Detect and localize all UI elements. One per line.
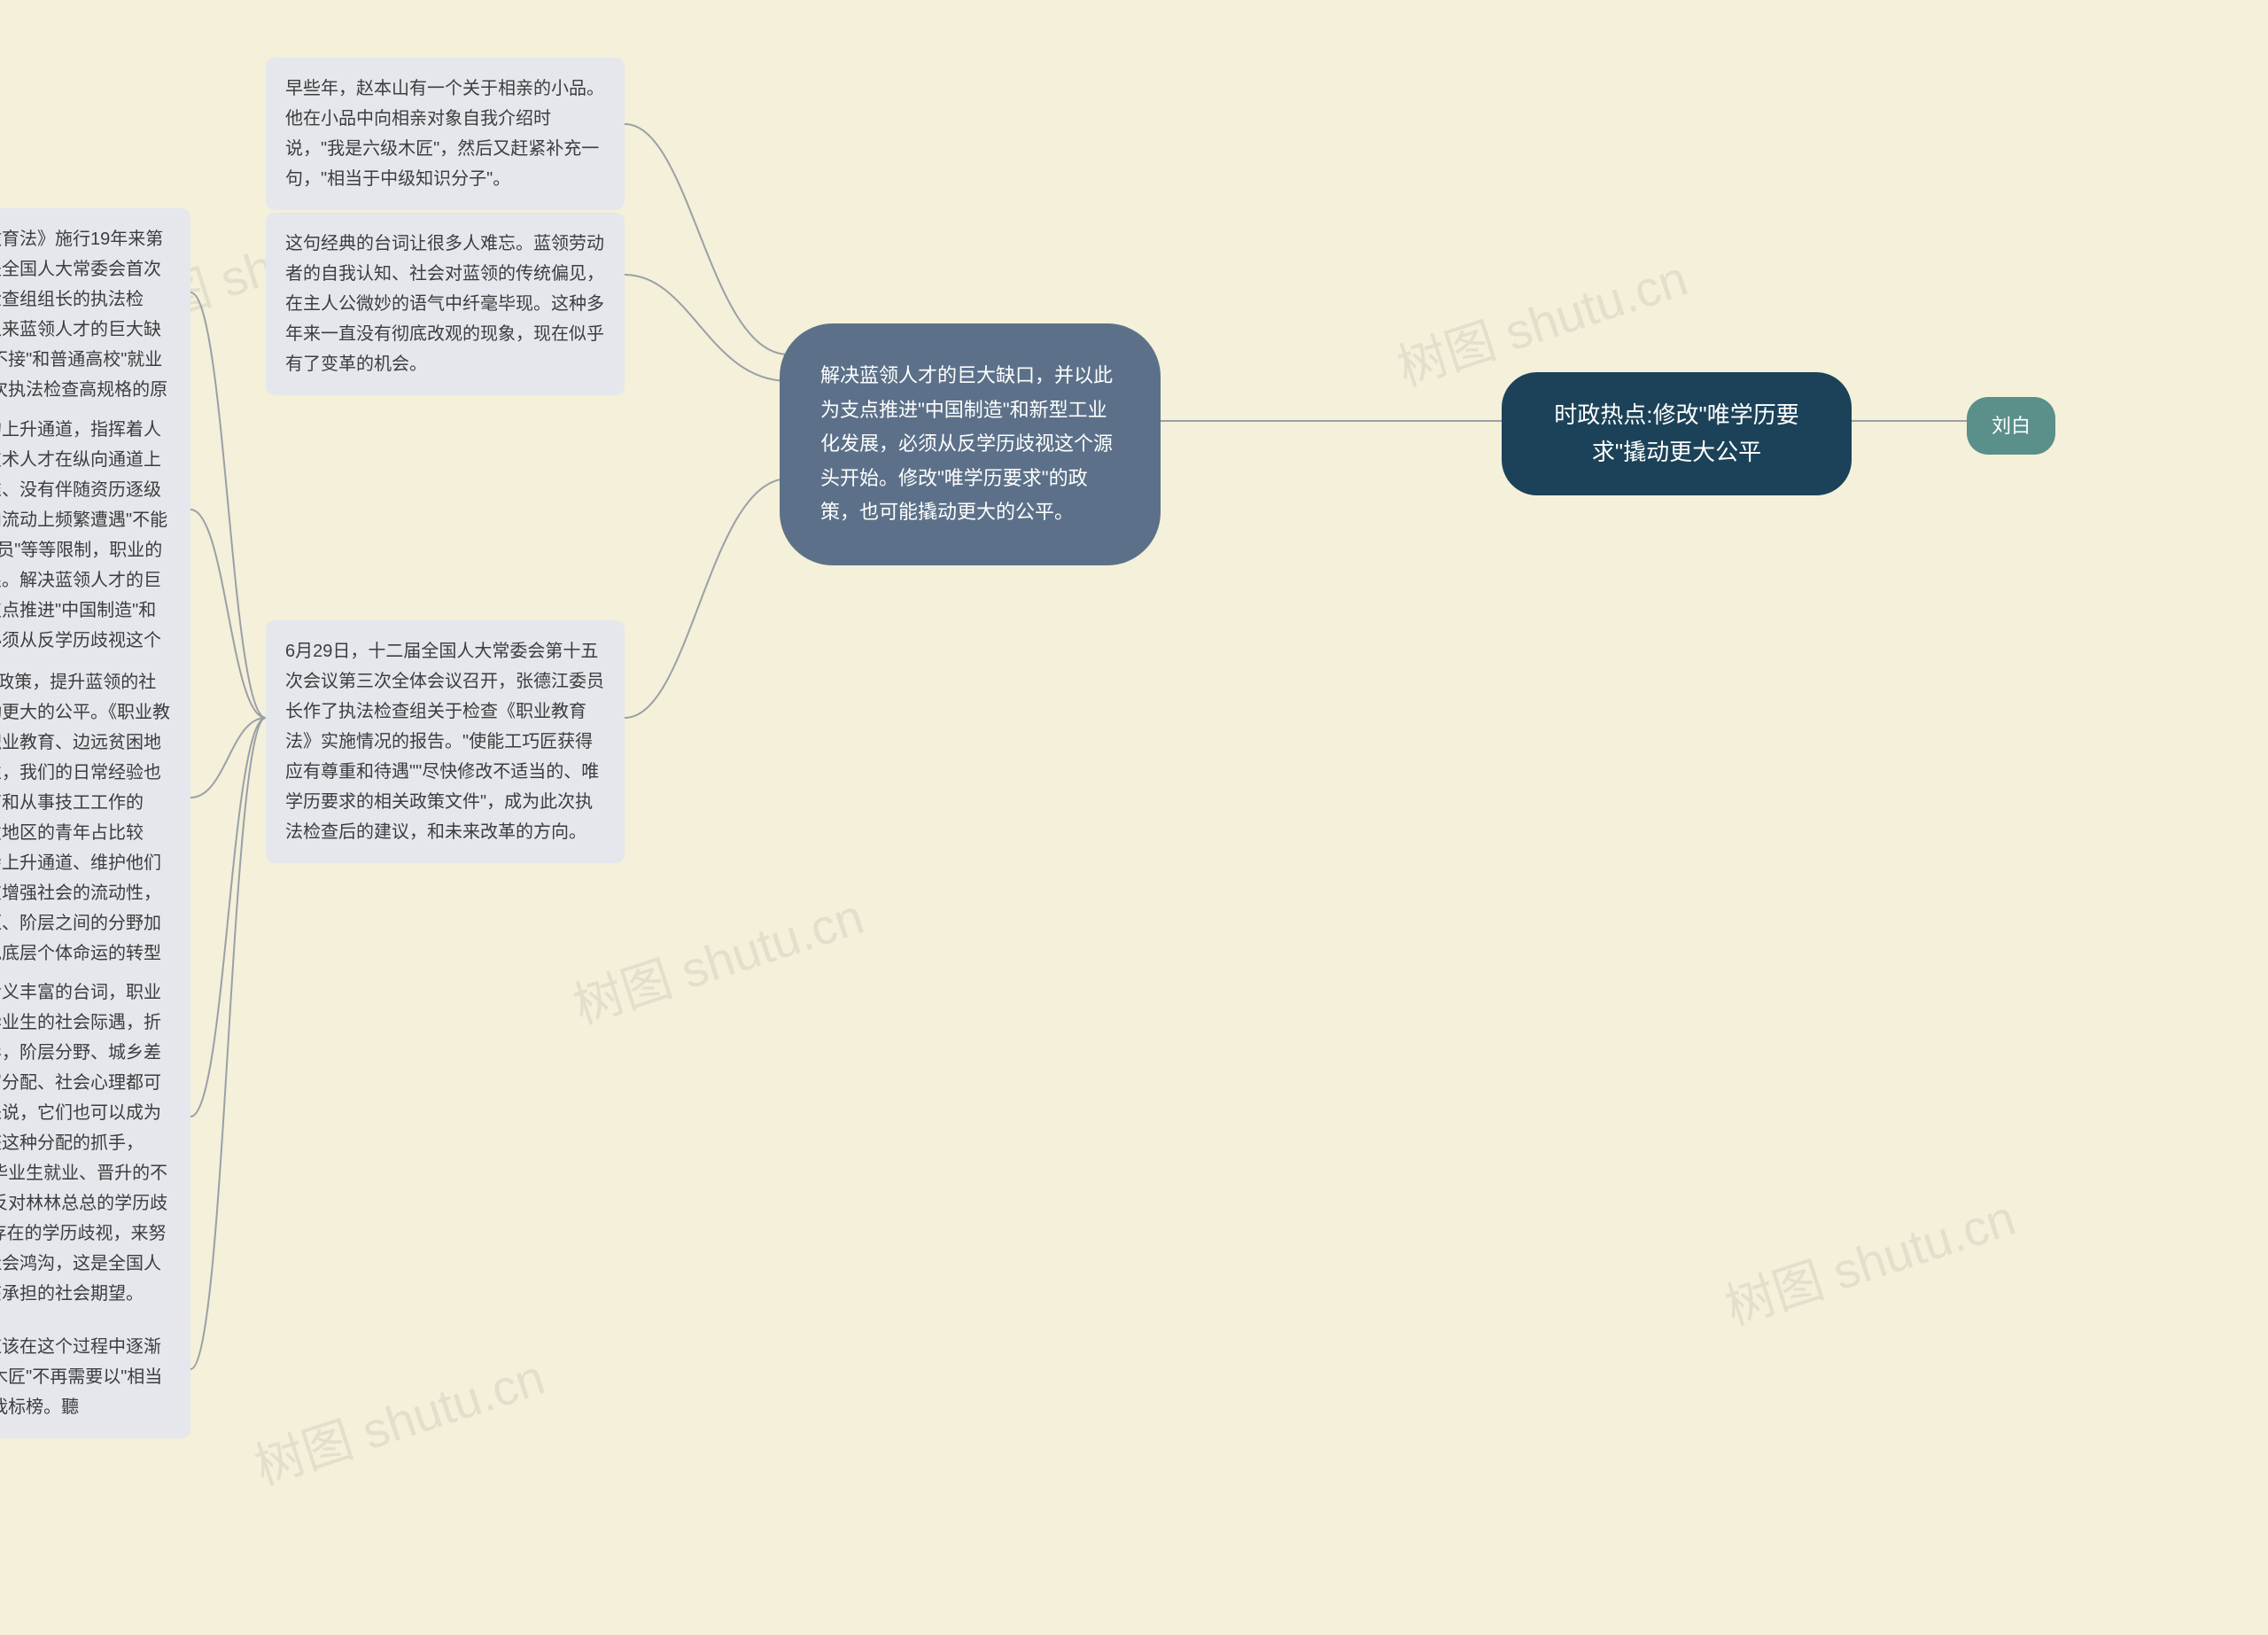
watermark: 树图 shutu.cn bbox=[1715, 1179, 2023, 1340]
watermark: 树图 shutu.cn bbox=[245, 1338, 553, 1499]
main-summary-text: 解决蓝领人才的巨大缺口，并以此为支点推进"中国制造"和新型工业化发展，必须从反学… bbox=[820, 364, 1113, 523]
leaf-text: 修改"唯学历要求"的政策，提升蓝领的社会地位，也可能撬动更大的公平。《职业教育法… bbox=[0, 673, 170, 993]
leaf-node-c1[interactable]: 早些年，赵本山有一个关于相亲的小品。他在小品中向相亲对象自我介绍时说，"我是六级… bbox=[266, 58, 625, 210]
author-node[interactable]: 刘白 bbox=[1967, 397, 2055, 455]
root-title: 时政热点:修改"唯学历要求"撬动更大公平 bbox=[1554, 401, 1798, 465]
leaf-text: 社会观念的变革也应该在这个过程中逐渐达成。直到，"六级木匠"不再需要以"相当于中… bbox=[0, 1337, 162, 1417]
root-node[interactable]: 时政热点:修改"唯学历要求"撬动更大公平 bbox=[1502, 372, 1852, 495]
leaf-text: 就如同小品中那句含义丰富的台词，职业教育的发展、职校毕业生的社会际遇，折射着复杂… bbox=[0, 983, 167, 1304]
leaf-node-c2[interactable]: 这句经典的台词让很多人难忘。蓝领劳动者的自我认知、社会对蓝领的传统偏见，在主人公… bbox=[266, 213, 625, 395]
author-name: 刘白 bbox=[1992, 415, 2031, 437]
main-summary-node[interactable]: 解决蓝领人才的巨大缺口，并以此为支点推进"中国制造"和新型工业化发展，必须从反学… bbox=[780, 323, 1161, 565]
leaf-text: 早些年，赵本山有一个关于相亲的小品。他在小品中向相亲对象自我介绍时说，"我是六级… bbox=[285, 79, 604, 189]
leaf-node-c3[interactable]: 6月29日，十二届全国人大常委会第十五次会议第三次全体会议召开，张德江委员长作了… bbox=[266, 620, 625, 863]
leaf-node-c6[interactable]: 修改"唯学历要求"的政策，提升蓝领的社会地位，也可能撬动更大的公平。《职业教育法… bbox=[0, 651, 190, 1015]
watermark: 树图 shutu.cn bbox=[563, 877, 872, 1039]
leaf-text: 就业以及其所代表的上升通道，指挥着人才流向。如果一线技术人才在纵向通道上没有合理… bbox=[0, 420, 167, 681]
leaf-text: 6月29日，十二届全国人大常委会第十五次会议第三次全体会议召开，张德江委员长作了… bbox=[285, 642, 604, 842]
leaf-text: 这句经典的台词让很多人难忘。蓝领劳动者的自我认知、社会对蓝领的传统偏见，在主人公… bbox=[285, 234, 604, 374]
leaf-node-c7[interactable]: 就如同小品中那句含义丰富的台词，职业教育的发展、职校毕业生的社会际遇，折射着复杂… bbox=[0, 962, 190, 1325]
leaf-node-c8[interactable]: 社会观念的变革也应该在这个过程中逐渐达成。直到，"六级木匠"不再需要以"相当于中… bbox=[0, 1316, 190, 1438]
